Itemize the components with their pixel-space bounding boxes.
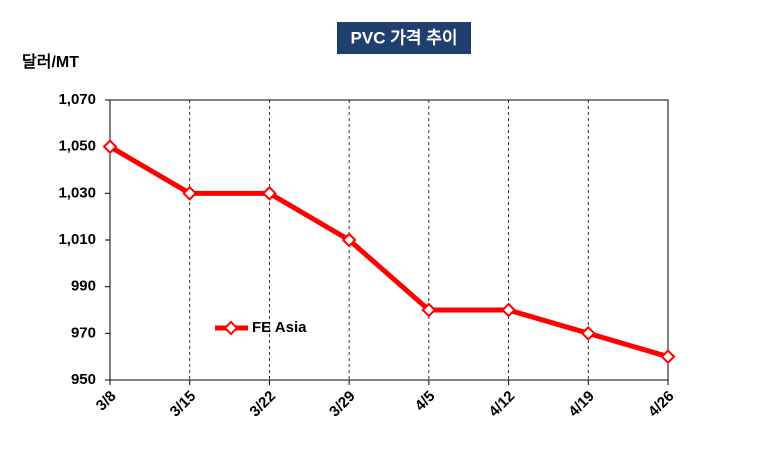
- y-tick-label: 970: [71, 324, 96, 341]
- marker: [262, 185, 277, 201]
- marker: [102, 139, 118, 155]
- marker: [421, 302, 437, 318]
- x-tick-label: 3/15: [167, 388, 200, 421]
- y-tick-label: 950: [71, 371, 96, 388]
- x-tick-label: 3/22: [246, 388, 279, 421]
- x-tick-label: 3/29: [326, 388, 359, 421]
- marker: [223, 320, 239, 336]
- marker: [501, 302, 516, 318]
- x-tick-label: 4/12: [486, 388, 519, 421]
- x-tick-label: 4/19: [565, 388, 598, 421]
- title-box: [337, 22, 471, 54]
- y-tick-label: 1,050: [58, 138, 96, 155]
- line: [108, 144, 669, 360]
- y-tick-label: 1,010: [58, 231, 96, 248]
- y-tick-label: 990: [71, 278, 96, 295]
- x-tick-label: 4/5: [412, 388, 439, 415]
- x-tick-label: 3/8: [93, 388, 120, 415]
- marker: [580, 325, 596, 341]
- legend-label: FE Asia: [252, 319, 307, 336]
- plot-frame: [109, 99, 669, 381]
- x-tick-label: 4/26: [645, 388, 678, 421]
- y-tick-label: 1,030: [58, 184, 96, 201]
- marker: [660, 349, 676, 365]
- marker: [341, 232, 357, 248]
- chart-title: PVC 가격 추이: [351, 28, 458, 47]
- y-axis-label: 달러/MT: [22, 52, 79, 71]
- y-tick-label: 1,070: [58, 91, 96, 108]
- marker: [182, 185, 198, 201]
